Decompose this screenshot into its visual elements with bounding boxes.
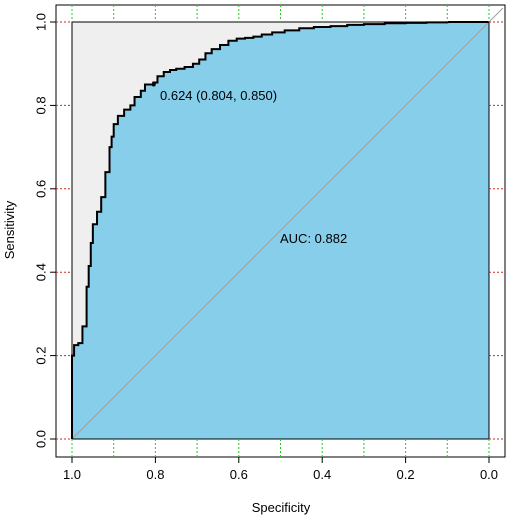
y-tick-label: 0.6 bbox=[33, 180, 48, 198]
y-axis-title: Sensitivity bbox=[2, 200, 17, 259]
auc-label: AUC: 0.882 bbox=[280, 231, 347, 246]
best-threshold-label: 0.624 (0.804, 0.850) bbox=[160, 88, 277, 103]
x-axis-title: Specificity bbox=[252, 500, 311, 515]
x-tick-label: 0.4 bbox=[313, 467, 331, 482]
y-tick-label: 0.4 bbox=[33, 263, 48, 281]
upper-region-fill bbox=[72, 22, 489, 439]
plot-layer: 1.0 0.8 0.6 0.4 0.2 0.0 0.0 0.2 0.4 0.6 0.8 1.0 bbox=[33, 4, 506, 482]
x-tick-label: 0.6 bbox=[230, 467, 248, 482]
x-tick-label: 1.0 bbox=[63, 467, 81, 482]
roc-curve-line bbox=[71, 21, 489, 439]
y-tick-label: 0.8 bbox=[33, 96, 48, 114]
x-tick-label: 0.8 bbox=[146, 467, 164, 482]
x-tick-label: 0.2 bbox=[397, 467, 415, 482]
y-tick-label: 0.2 bbox=[33, 347, 48, 365]
y-tick-label: 1.0 bbox=[33, 13, 48, 31]
x-tick-label: 0.0 bbox=[480, 467, 498, 482]
y-tick-label: 0.0 bbox=[33, 430, 48, 448]
diagonal-reference-line bbox=[71, 7, 504, 440]
best-threshold-point bbox=[151, 82, 156, 87]
